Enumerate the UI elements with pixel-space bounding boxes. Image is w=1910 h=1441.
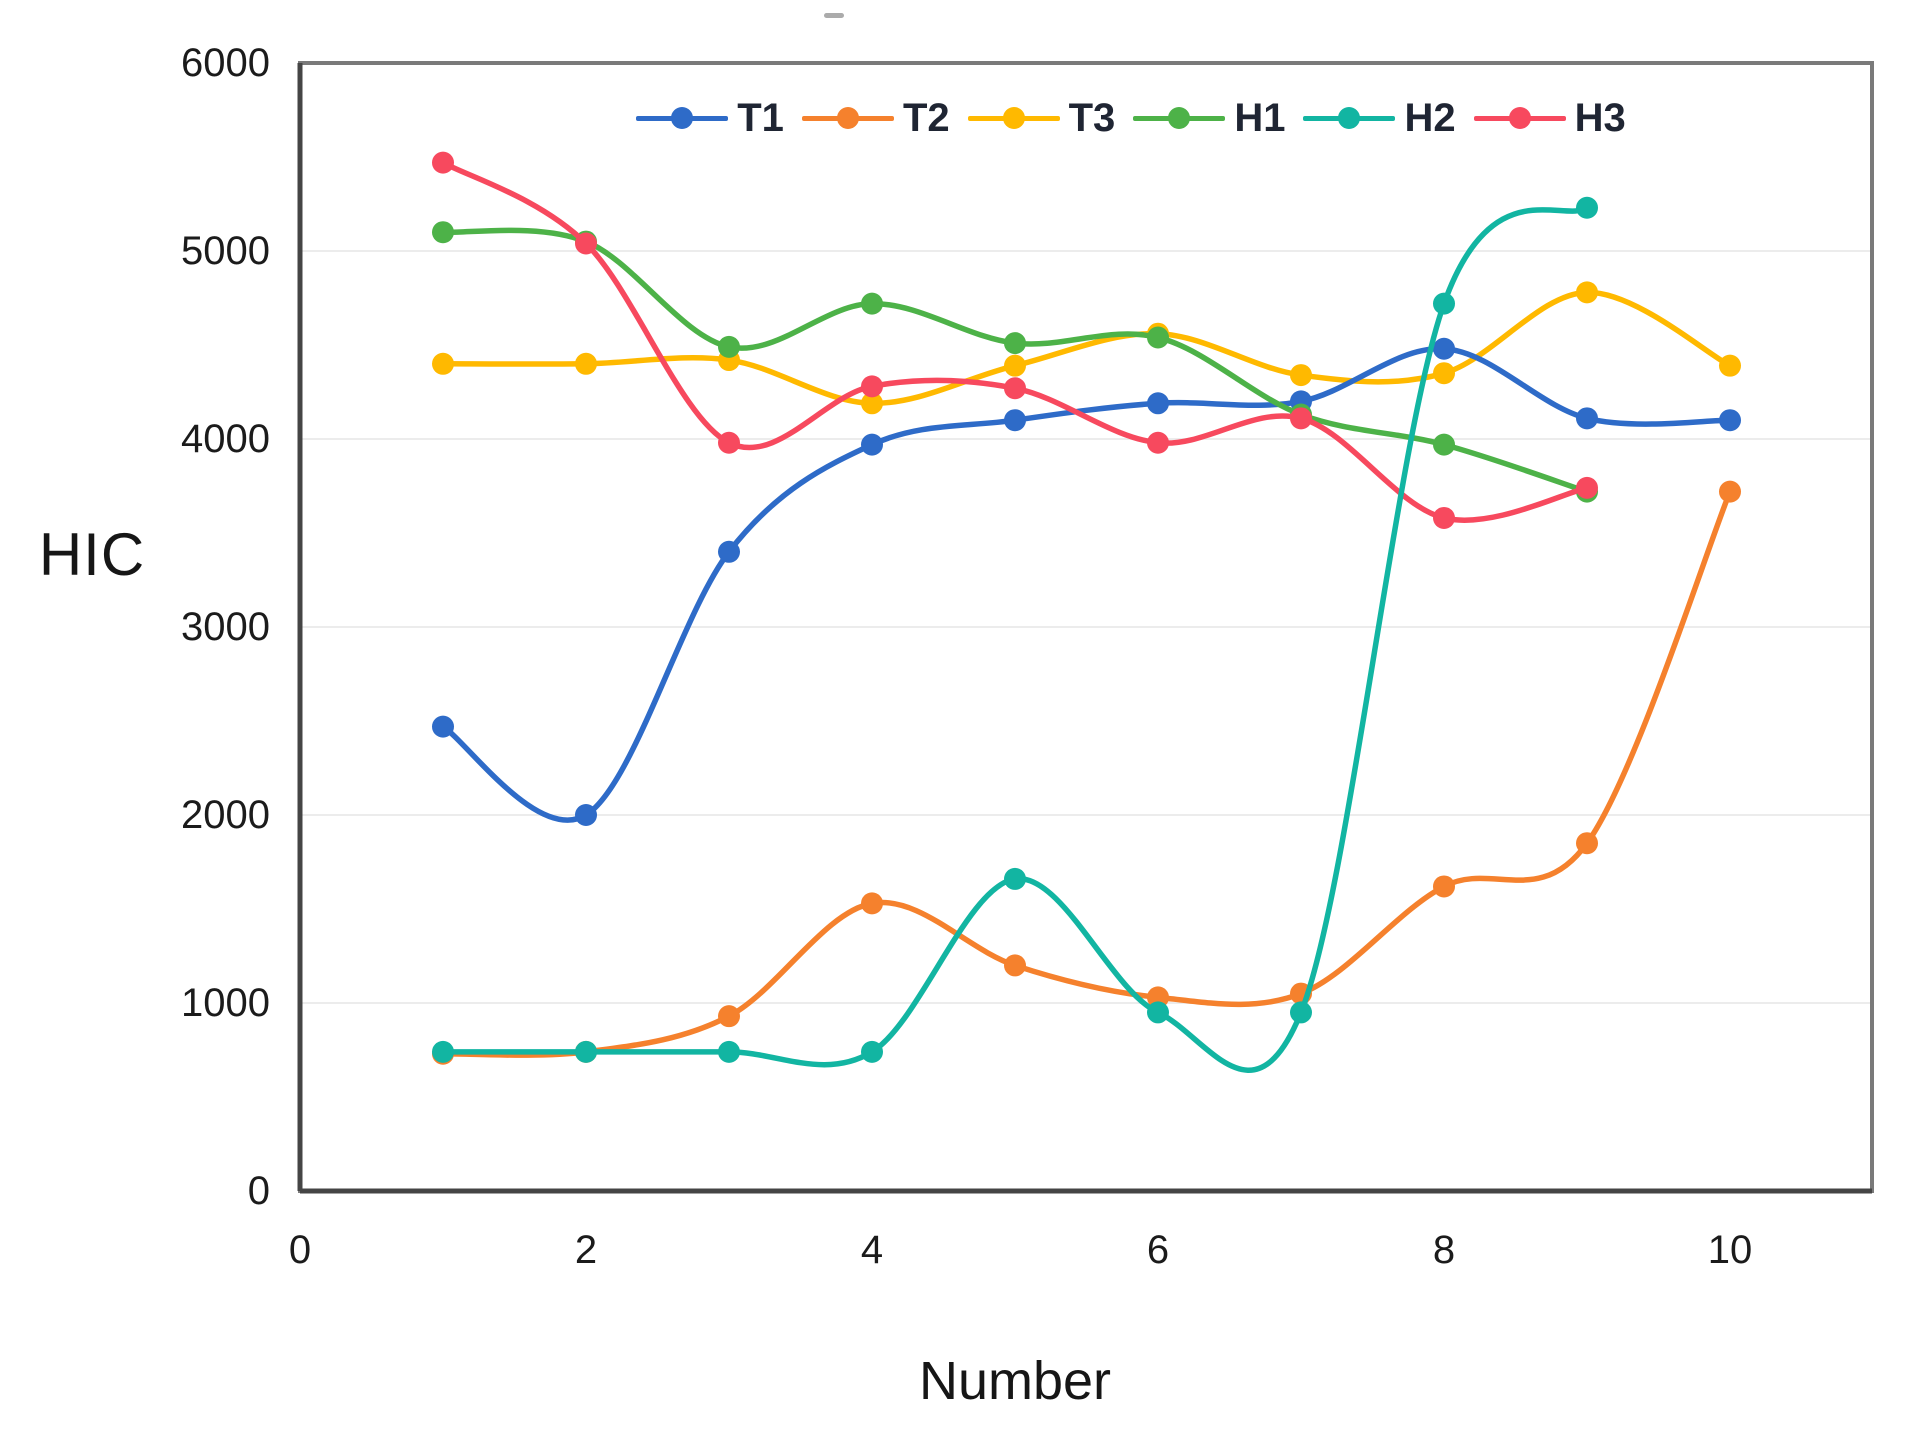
legend-label-T2: T2 — [902, 96, 950, 140]
series-T2-point-5 — [1004, 954, 1026, 977]
series-T3-point-9 — [1576, 281, 1598, 304]
series-H3-point-4 — [861, 375, 883, 398]
series-T3-point-2 — [575, 352, 597, 375]
legend-dot-T2 — [836, 107, 859, 129]
legend-dot-H3 — [1508, 107, 1531, 129]
x-tick-label-2: 2 — [574, 1228, 598, 1272]
series-H1-point-8 — [1433, 433, 1455, 456]
series-line-H3 — [440, 159, 1590, 523]
series-T3-point-10 — [1719, 354, 1741, 377]
series-T1-point-3 — [718, 540, 740, 563]
x-tick-label-4: 4 — [860, 1228, 884, 1272]
series-H1-point-1 — [432, 221, 454, 244]
legend-label-H1: H1 — [1234, 96, 1286, 140]
series-line-T3 — [440, 289, 1733, 407]
series-H3-point-3 — [718, 431, 740, 454]
series-H2-point-4 — [861, 1040, 883, 1063]
y-tick-label-0: 0 — [247, 1169, 270, 1213]
series-T1-point-9 — [1576, 407, 1598, 430]
series-H2-point-7 — [1290, 1001, 1312, 1024]
y-tick-label-3000: 3000 — [181, 605, 270, 649]
series-H2-point-1 — [432, 1040, 454, 1063]
series-H3-point-5 — [1004, 377, 1026, 400]
series-T3-point-1 — [432, 352, 454, 375]
series-H2-point-3 — [718, 1040, 740, 1063]
artifact-dash — [824, 13, 844, 18]
series-line-H2 — [440, 205, 1590, 1073]
series-T2-point-6 — [1147, 986, 1169, 1009]
legend-item-T1: T1 — [636, 96, 784, 140]
x-tick-label-8: 8 — [1432, 1228, 1456, 1272]
series-T2-point-9 — [1576, 832, 1598, 855]
series-H2-point-5 — [1004, 867, 1026, 890]
legend-dot-T1 — [671, 107, 694, 129]
x-tick-label-6: 6 — [1146, 1228, 1170, 1272]
legend-label-T3: T3 — [1068, 96, 1116, 140]
legend-marker-T3 — [967, 106, 1060, 130]
series-line-T2 — [440, 488, 1733, 1058]
series-line-T1 — [440, 346, 1733, 823]
legend-dot-T3 — [1002, 107, 1025, 129]
legend-label-T1: T1 — [737, 96, 784, 140]
series-T1-point-5 — [1004, 409, 1026, 432]
series-H3-point-1 — [432, 151, 454, 174]
series-H2-point-2 — [575, 1040, 597, 1063]
legend-label-H2: H2 — [1404, 96, 1456, 140]
legend-item-H1: H1 — [1133, 96, 1285, 140]
legend-item-H2: H2 — [1303, 96, 1456, 140]
legend-dot-H1 — [1168, 107, 1191, 129]
x-axis-title: Number — [918, 1351, 1112, 1411]
x-tick-label-0: 0 — [288, 1228, 312, 1272]
y-tick-label-4000: 4000 — [181, 417, 270, 461]
series-T2-point-4 — [861, 892, 883, 915]
series-T3-point-4 — [861, 392, 883, 415]
y-axis-title: HIC — [38, 521, 146, 588]
legend-marker-H3 — [1473, 106, 1566, 130]
x-tick-label-10: 10 — [1707, 1228, 1753, 1272]
legend-label-H3: H3 — [1574, 96, 1626, 140]
series-H2-point-6 — [1147, 1001, 1169, 1024]
series-T1-point-10 — [1719, 409, 1741, 432]
series-T1-point-4 — [861, 433, 883, 456]
series-H1-point-3 — [718, 335, 740, 358]
series-H3-point-8 — [1433, 506, 1455, 529]
series-H1-point-5 — [1004, 332, 1026, 355]
series-H2-point-8 — [1433, 292, 1455, 315]
legend-dot-H2 — [1338, 107, 1361, 129]
legend-item-T2: T2 — [801, 96, 950, 140]
series-T3-point-8 — [1433, 362, 1455, 385]
series-T2-point-3 — [718, 1005, 740, 1028]
legend-marker-T2 — [801, 106, 894, 130]
series-H3-point-6 — [1147, 431, 1169, 454]
series-H3-point-2 — [575, 232, 597, 255]
legend-marker-T1 — [636, 106, 729, 130]
series-T1-point-8 — [1433, 337, 1455, 360]
series-H2-point-9 — [1576, 196, 1598, 219]
series-T1-point-1 — [432, 715, 454, 738]
legend-marker-H1 — [1133, 106, 1226, 130]
legend-marker-H2 — [1303, 106, 1396, 130]
legend-item-H3: H3 — [1473, 96, 1626, 140]
series-T3-point-5 — [1004, 354, 1026, 377]
series-H1-point-4 — [861, 292, 883, 315]
legend: T1 T2 T3 H1 H2 H3 — [620, 92, 1660, 144]
series-T1-point-6 — [1147, 392, 1169, 415]
legend-item-T3: T3 — [967, 96, 1116, 140]
series-H3-point-9 — [1576, 476, 1598, 499]
y-tick-label-6000: 6000 — [181, 41, 270, 85]
series-T1-point-2 — [575, 804, 597, 826]
series-H1-point-6 — [1147, 326, 1169, 349]
series-T2-point-8 — [1433, 875, 1455, 898]
series-T2-point-10 — [1719, 480, 1741, 503]
series-H3-point-7 — [1290, 407, 1312, 430]
y-tick-label-5000: 5000 — [181, 229, 270, 273]
series-T3-point-7 — [1290, 364, 1312, 387]
y-tick-label-2000: 2000 — [181, 793, 270, 837]
y-tick-label-1000: 1000 — [181, 981, 270, 1025]
